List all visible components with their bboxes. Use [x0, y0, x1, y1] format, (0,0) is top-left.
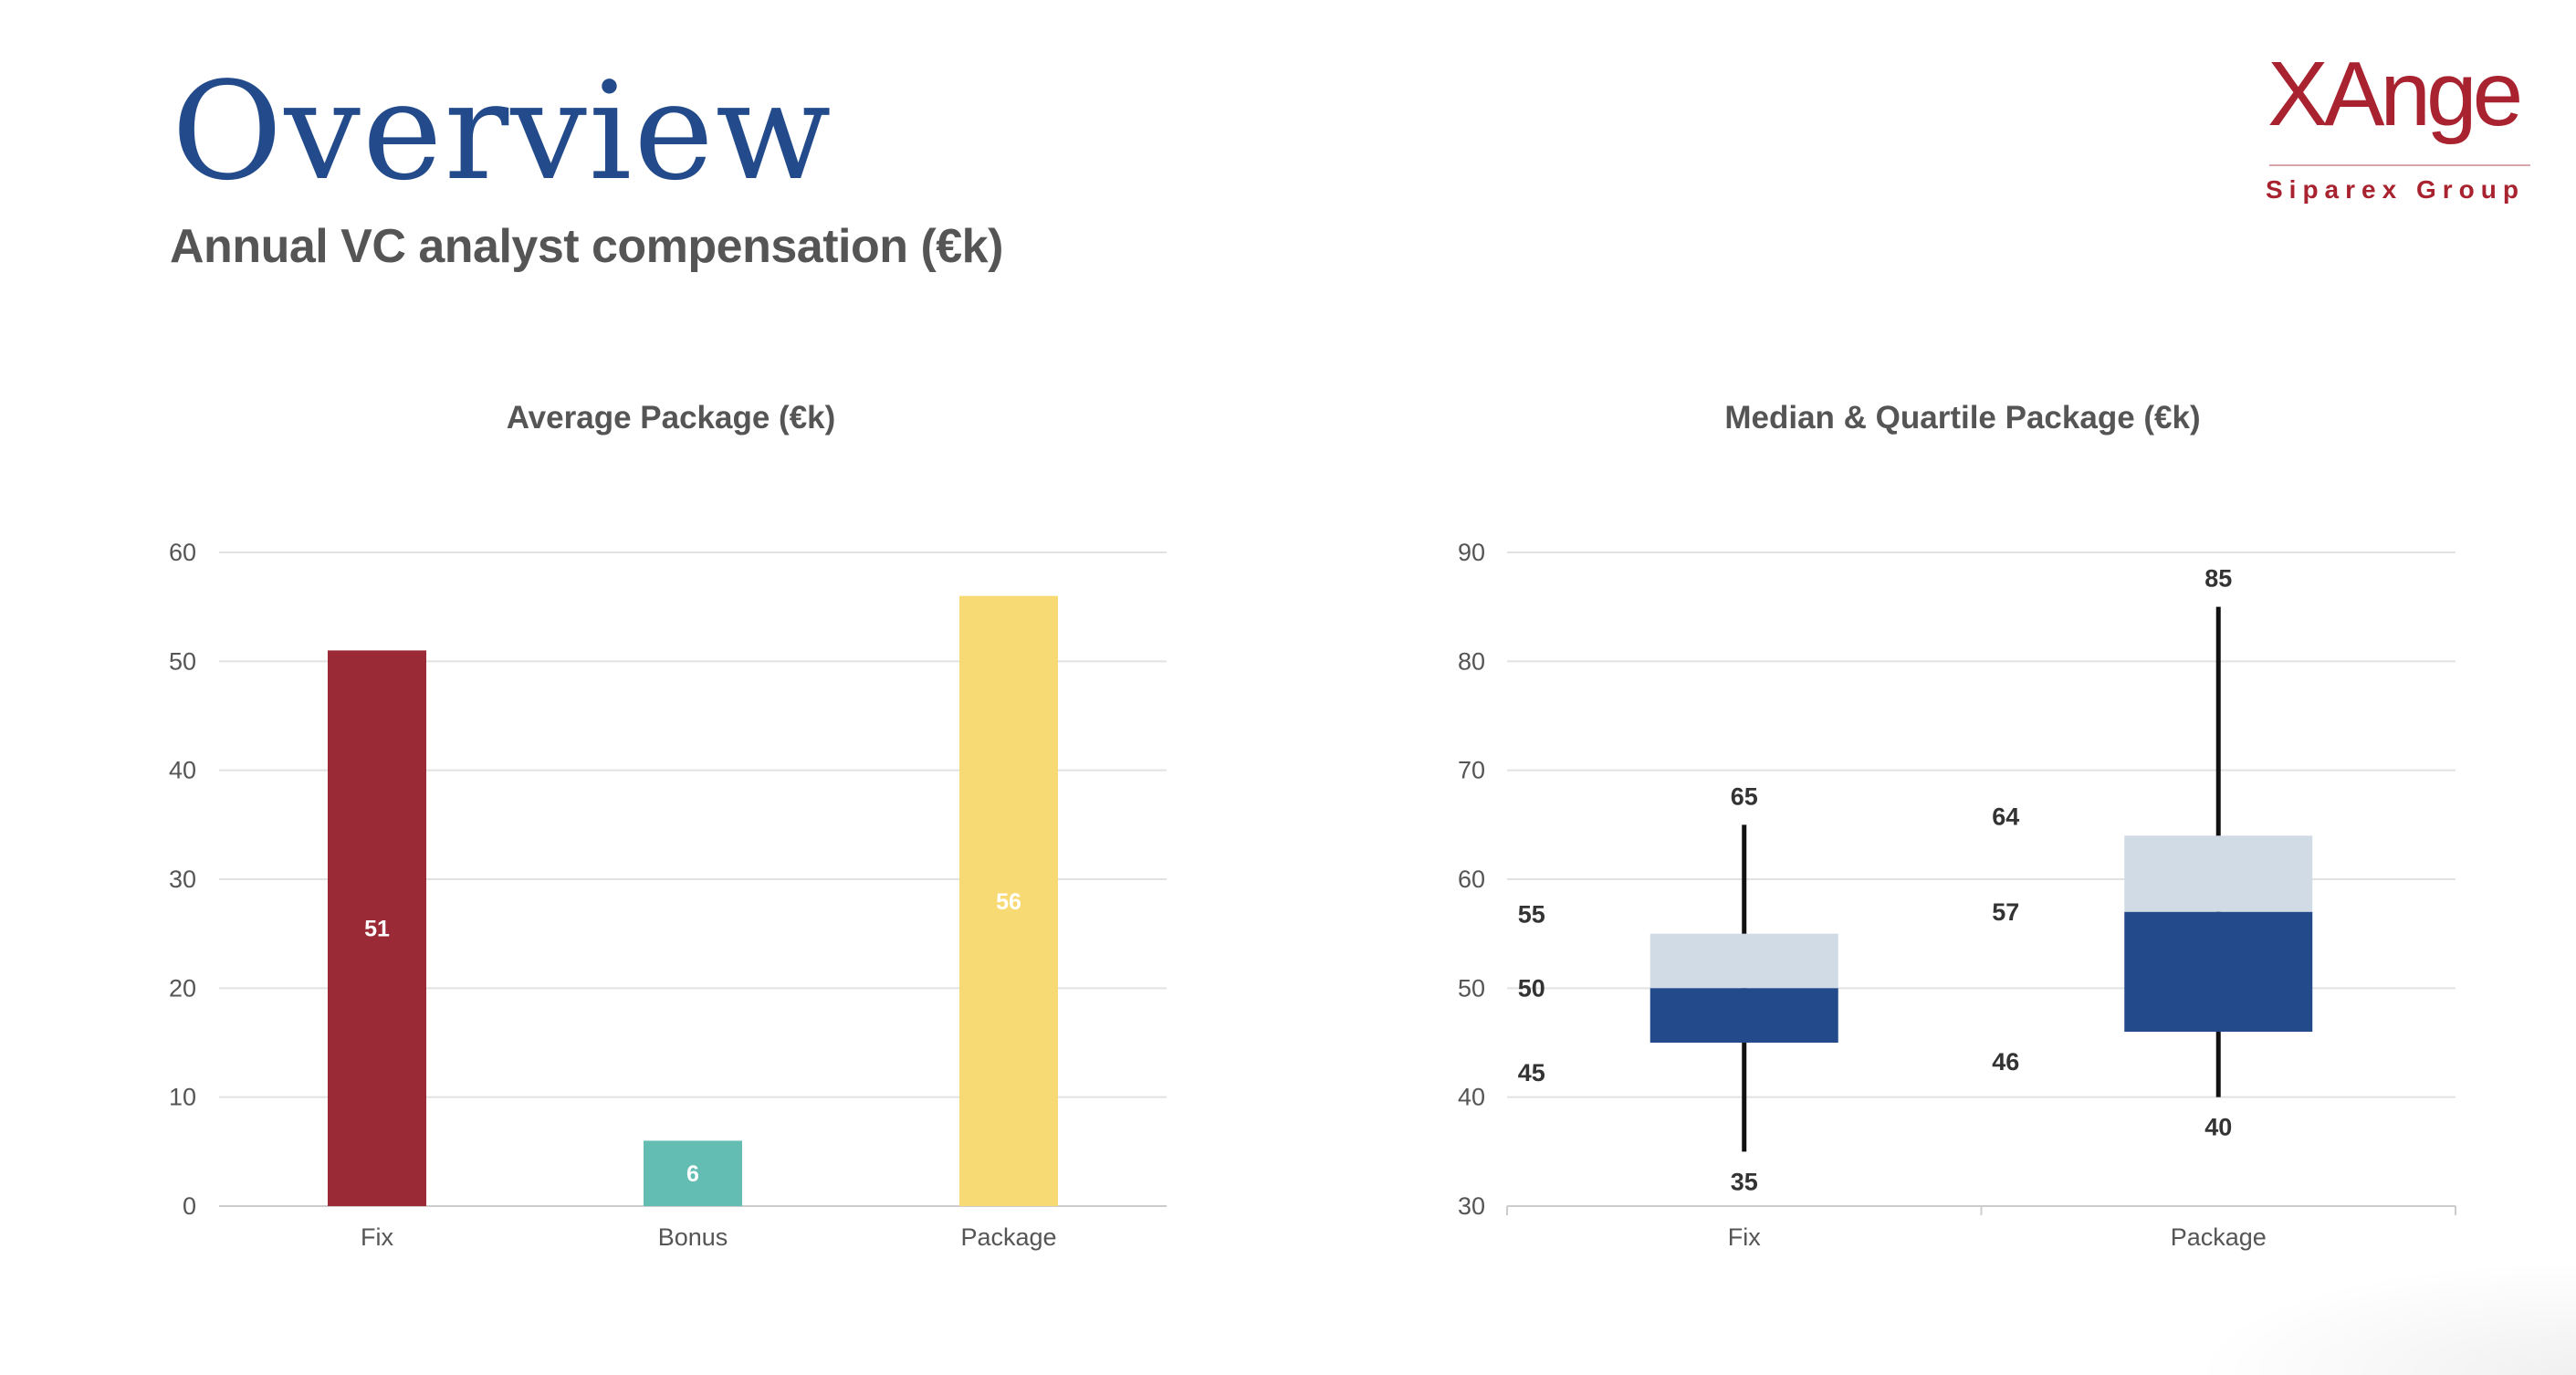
box-median-label: 57 — [1992, 898, 2019, 926]
bar-chart-x-label: Package — [960, 1223, 1056, 1251]
page-title: Overview — [172, 53, 833, 210]
corner-shadow — [2191, 1260, 2576, 1375]
box-median-label: 50 — [1518, 974, 1545, 1002]
box-chart-y-tick: 60 — [1458, 866, 1485, 893]
box-min-label: 35 — [1731, 1168, 1758, 1195]
logo-tagline: Siparex Group — [2266, 175, 2525, 204]
box-lower-quartile-package — [2124, 911, 2313, 1033]
box-chart-x-label: Package — [2171, 1223, 2267, 1251]
box-q3-label: 55 — [1518, 901, 1545, 929]
box-q1-label: 45 — [1518, 1059, 1545, 1086]
box-min-label: 40 — [2204, 1114, 2232, 1141]
bar-chart-y-tick: 50 — [169, 647, 196, 675]
box-upper-quartile-package — [2124, 835, 2313, 912]
bar-chart-y-tick: 10 — [169, 1084, 196, 1111]
box-max-label: 85 — [2204, 565, 2232, 593]
bar-chart-x-label: Bonus — [658, 1223, 728, 1251]
logo-divider — [2269, 164, 2530, 166]
bar-chart-x-label: Fix — [361, 1223, 393, 1251]
bar-fix — [328, 650, 426, 1206]
box-max-label: 65 — [1731, 782, 1758, 810]
box-chart-y-tick: 40 — [1458, 1084, 1485, 1111]
box-chart-y-tick: 50 — [1458, 974, 1485, 1002]
box-q3-label: 64 — [1992, 803, 2019, 830]
average-package-chart-title: Average Package (€k) — [506, 400, 836, 436]
bar-data-label: 56 — [996, 889, 1021, 915]
box-chart-y-tick: 30 — [1458, 1192, 1485, 1220]
box-lower-quartile-fix — [1649, 988, 1838, 1043]
median-quartile-chart-title: Median & Quartile Package (€k) — [1724, 400, 2201, 436]
company-logo: XAnge Siparex Group — [2255, 43, 2530, 217]
bar-data-label: 6 — [686, 1161, 699, 1187]
box-q1-label: 46 — [1992, 1048, 2019, 1076]
page-subtitle: Annual VC analyst compensation (€k) — [170, 220, 1003, 273]
bar-package — [959, 595, 1058, 1206]
box-upper-quartile-fix — [1649, 933, 1838, 989]
bar-chart-y-tick: 30 — [169, 866, 196, 893]
box-chart-y-tick: 80 — [1458, 647, 1485, 675]
bar-chart-y-tick: 60 — [169, 539, 196, 566]
bar-data-label: 51 — [364, 917, 390, 942]
logo-name: XAnge — [2267, 43, 2523, 145]
bar-chart-y-tick: 40 — [169, 757, 196, 784]
bar-chart-y-tick: 0 — [183, 1192, 196, 1220]
bar-chart-y-tick: 20 — [169, 974, 196, 1002]
box-chart-y-tick: 70 — [1458, 757, 1485, 784]
box-chart-y-tick: 90 — [1458, 539, 1485, 566]
bar-bonus — [644, 1140, 742, 1206]
box-chart-x-label: Fix — [1728, 1223, 1761, 1251]
